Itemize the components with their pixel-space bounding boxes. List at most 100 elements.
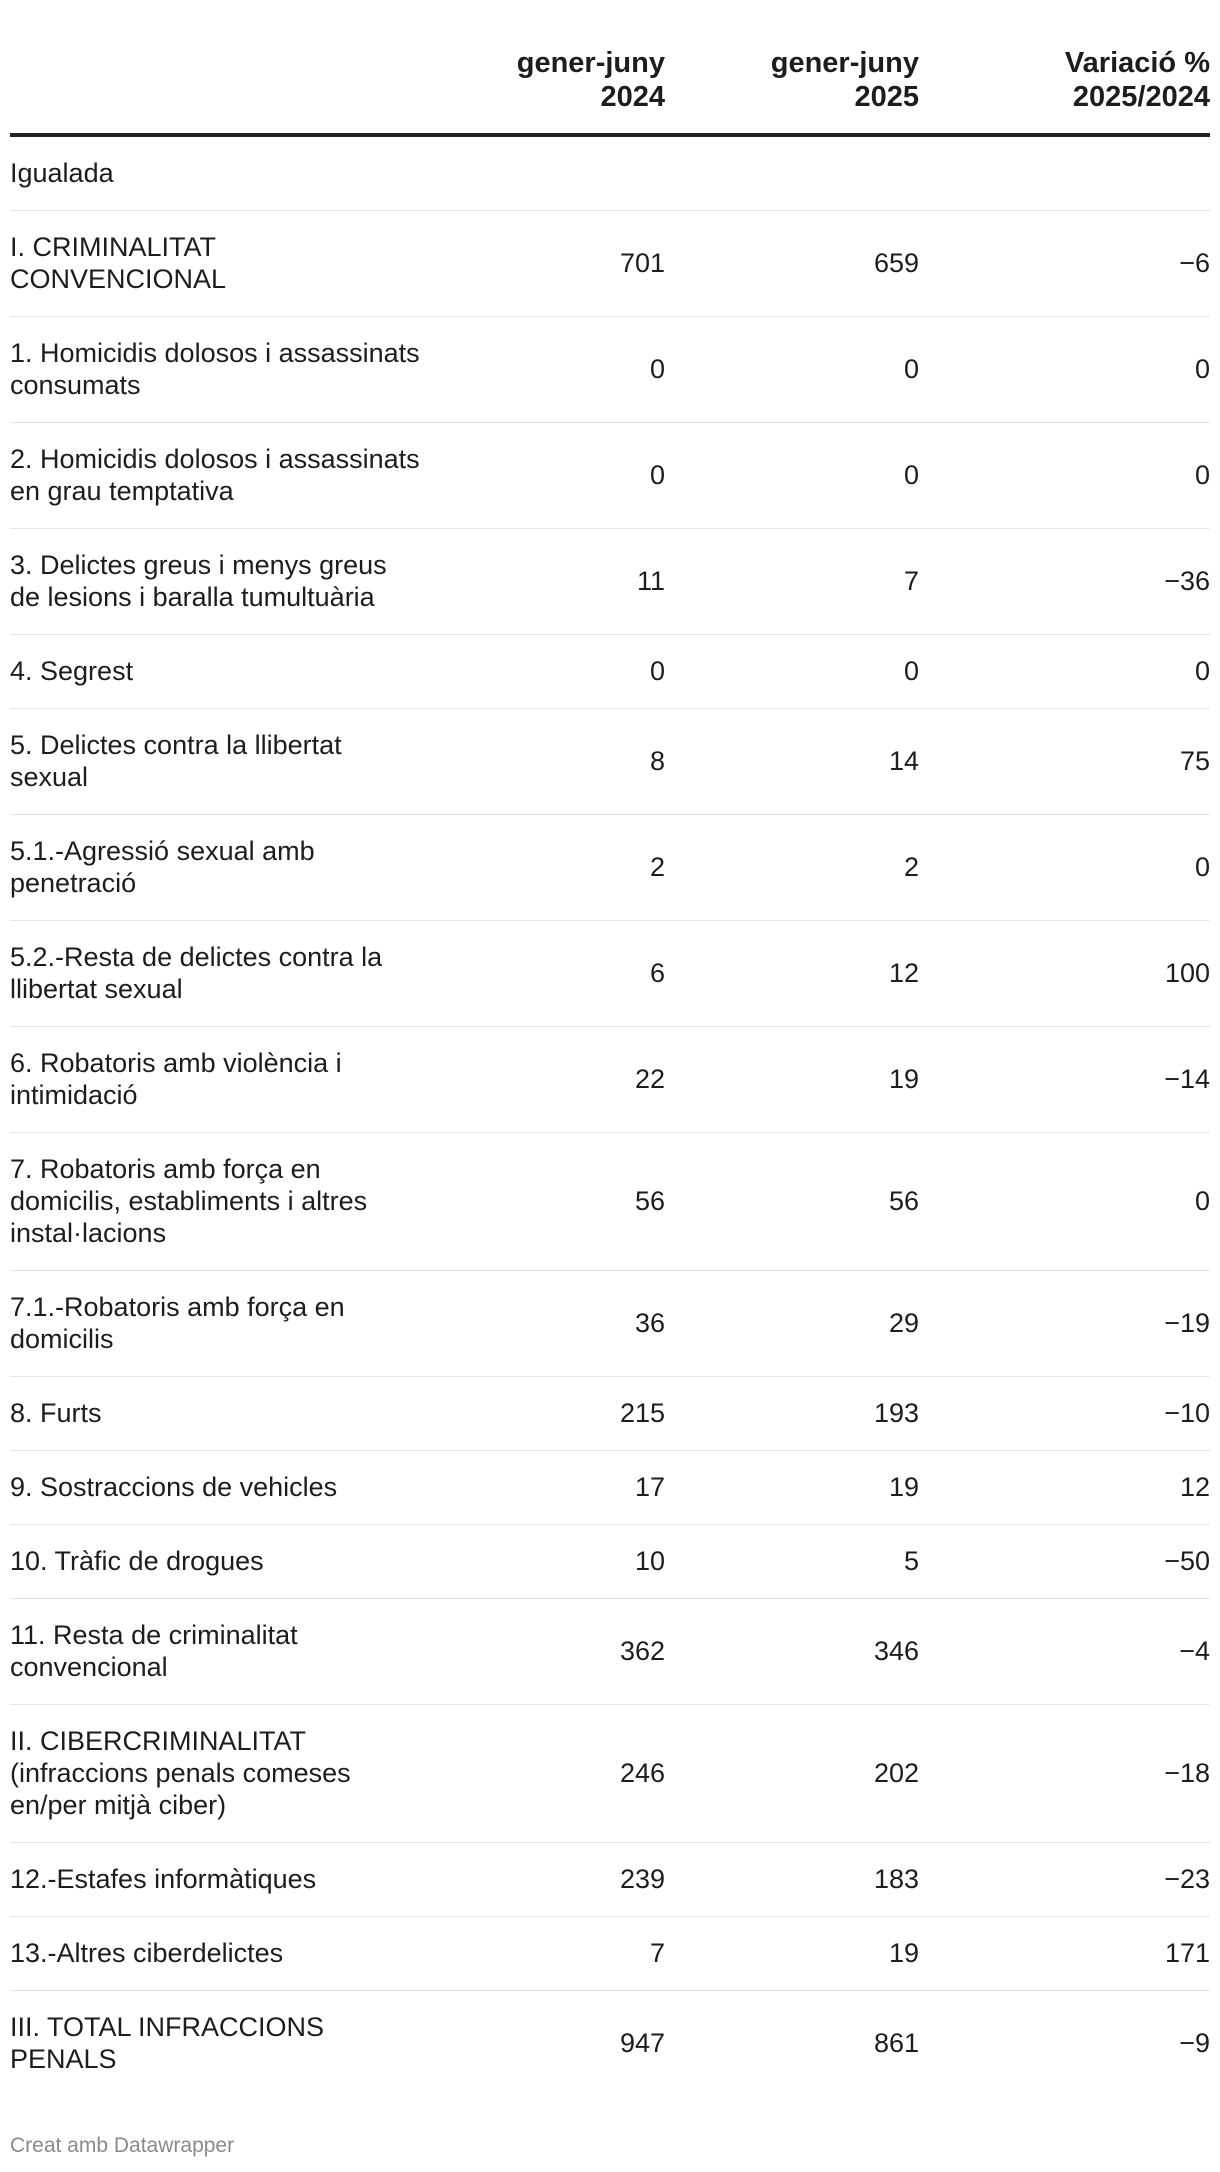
table-row: 12.-Estafes informàtiques 239 183 −23: [10, 1842, 1210, 1917]
value-2025: 0: [665, 316, 919, 423]
value-2025: 2: [665, 814, 919, 921]
value-2024: 246: [430, 1704, 665, 1843]
value-2025: 12: [665, 920, 919, 1027]
value-2025: 0: [665, 634, 919, 709]
table-row: 2. Homicidis dolosos i assassinats en gr…: [10, 422, 1210, 529]
table-row: 6. Robatoris amb violència i intimidació…: [10, 1026, 1210, 1133]
header-period-2025-line1: gener-juny: [770, 47, 919, 79]
value-2025: 14: [665, 708, 919, 815]
value-2024: 215: [430, 1376, 665, 1451]
row-label: 1. Homicidis dolosos i assassinats consu…: [10, 316, 430, 423]
footer-credit: Creat amb Datawrapper: [10, 2134, 235, 2157]
row-label: 5. Delictes contra la llibertat sexual: [10, 708, 430, 815]
value-2025: 56: [665, 1132, 919, 1271]
table-row: 11. Resta de criminalitat convencional 36…: [10, 1598, 1210, 1705]
variation-percent: −14: [919, 1026, 1210, 1133]
variation-percent: −50: [919, 1524, 1210, 1599]
variation-percent: 100: [919, 920, 1210, 1027]
value-2024: 947: [619, 2028, 665, 2059]
value-2024: 2: [430, 814, 665, 921]
value-2025: 19: [665, 1916, 919, 1991]
value-2024: 701: [430, 210, 665, 317]
variation-percent: −36: [919, 528, 1210, 635]
value-2025: 0: [665, 422, 919, 529]
value-2024: 36: [430, 1270, 665, 1377]
header-period-2024-line2: 2024: [600, 81, 665, 113]
header-period-2025-line2: 2025: [854, 81, 919, 113]
table-row: 5.1.-Agressió sexual amb penetració 2 2 0: [10, 814, 1210, 921]
variation-percent: −23: [919, 1842, 1210, 1917]
header-variation-line2: 2025/2024: [1072, 81, 1210, 113]
row-label: 4. Segrest: [10, 634, 430, 709]
variation-percent: 0: [919, 814, 1210, 921]
value-2025: 19: [665, 1450, 919, 1525]
row-label: 13.-Altres ciberdelictes: [10, 1916, 430, 1991]
value-2025: 659: [665, 210, 919, 317]
value-2025: 5: [665, 1524, 919, 1599]
variation-percent: −10: [919, 1376, 1210, 1451]
table-row: 8. Furts 215 193 −10: [10, 1376, 1210, 1451]
table-row: 13.-Altres ciberdelictes 7 19 171: [10, 1916, 1210, 1991]
value-2024: 8: [430, 708, 665, 815]
variation-percent: 0: [919, 1132, 1210, 1271]
row-label: I. CRIMINALITAT CONVENCIONAL: [10, 210, 430, 317]
variation-percent: −9: [1179, 2028, 1210, 2059]
section-row: Igualada: [10, 135, 1210, 211]
table-row: 4. Segrest 0 0 0: [10, 634, 1210, 709]
value-2025: 7: [665, 528, 919, 635]
value-2024: 11: [430, 528, 665, 635]
value-2024: 362: [430, 1598, 665, 1705]
data-table-container: gener-juny 2024 gener-juny 2025 Variació…: [10, 0, 1210, 2096]
table-row: 7.1.-Robatoris amb força en domicilis 36 2…: [10, 1270, 1210, 1377]
row-label: II. CIBERCRIMINALITAT (infraccions penal…: [10, 1704, 430, 1843]
header-period-2024: gener-juny 2024: [430, 0, 665, 137]
row-label: 6. Robatoris amb violència i intimidació: [10, 1026, 430, 1133]
crime-statistics-table: gener-juny 2024 gener-juny 2025 Variació…: [10, 0, 1210, 2096]
table-row: 5. Delictes contra la llibertat sexual 8 1…: [10, 708, 1210, 815]
value-2025: 202: [665, 1704, 919, 1843]
row-label: 11. Resta de criminalitat convencional: [10, 1598, 430, 1705]
table-row: III. TOTAL INFRACCIONS PENALS 947 861 −9: [10, 1990, 1210, 2096]
variation-percent: 75: [919, 708, 1210, 815]
value-2024: 56: [430, 1132, 665, 1271]
variation-percent: −18: [919, 1704, 1210, 1843]
header-variation-line1: Variació %: [1064, 47, 1210, 79]
variation-percent: 0: [919, 422, 1210, 529]
table-header-row: gener-juny 2024 gener-juny 2025 Variació…: [10, 0, 1210, 137]
value-2024: 0: [430, 316, 665, 423]
variation-percent: 0: [919, 316, 1210, 423]
row-label: 9. Sostraccions de vehicles: [10, 1450, 430, 1525]
value-2025: 346: [665, 1598, 919, 1705]
table-row: 5.2.-Resta de delictes contra la llibert…: [10, 920, 1210, 1027]
table-row: 7. Robatoris amb força en domicilis, est…: [10, 1132, 1210, 1271]
value-2024: 0: [430, 634, 665, 709]
section-label: Igualada: [10, 135, 1210, 211]
row-label: 5.2.-Resta de delictes contra la llibert…: [10, 920, 430, 1027]
value-2024: 17: [430, 1450, 665, 1525]
value-2024: 6: [430, 920, 665, 1027]
value-2025: 193: [665, 1376, 919, 1451]
value-2025: 861: [873, 2028, 919, 2059]
row-label: 8. Furts: [10, 1376, 430, 1451]
header-variation: Variació % 2025/2024: [919, 0, 1210, 137]
row-label: 2. Homicidis dolosos i assassinats en gr…: [10, 422, 430, 529]
header-period-2025: gener-juny 2025: [665, 0, 919, 137]
table-row: 3. Delictes greus i menys greus de lesio…: [10, 528, 1210, 635]
variation-percent: 0: [919, 634, 1210, 709]
value-2024: 0: [430, 422, 665, 529]
row-label: 10. Tràfic de drogues: [10, 1524, 430, 1599]
variation-percent: 12: [919, 1450, 1210, 1525]
variation-percent: −4: [919, 1598, 1210, 1705]
value-2024: 239: [430, 1842, 665, 1917]
table-row: II. CIBERCRIMINALITAT (infraccions penal…: [10, 1704, 1210, 1843]
variation-percent: −6: [919, 210, 1210, 317]
value-2024: 10: [430, 1524, 665, 1599]
header-period-2024-line1: gener-juny: [516, 47, 665, 79]
value-2025: 19: [665, 1026, 919, 1133]
table-row: 1. Homicidis dolosos i assassinats consu…: [10, 316, 1210, 423]
row-label: III. TOTAL INFRACCIONS PENALS: [10, 2012, 325, 2075]
table-row: 9. Sostraccions de vehicles 17 19 12: [10, 1450, 1210, 1525]
table-row: I. CRIMINALITAT CONVENCIONAL 701 659 −6: [10, 210, 1210, 317]
value-2025: 183: [665, 1842, 919, 1917]
row-label: 7.1.-Robatoris amb força en domicilis: [10, 1270, 430, 1377]
